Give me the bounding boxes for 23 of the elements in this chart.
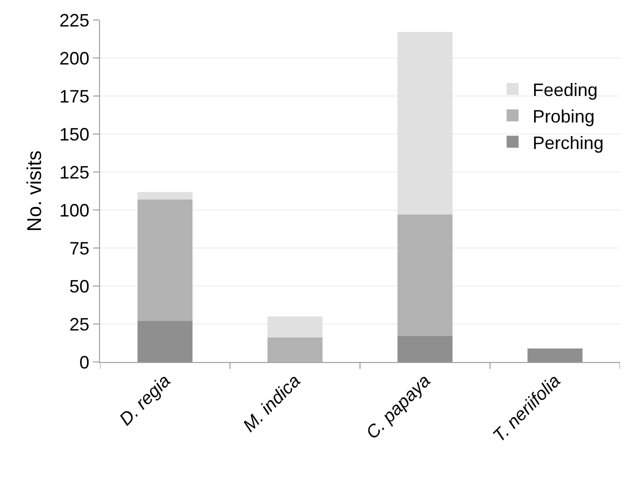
- bar: [268, 338, 322, 362]
- y-tick-label: 175: [59, 86, 90, 106]
- y-tick-label: 200: [59, 48, 90, 68]
- legend-label: Feeding: [532, 80, 598, 100]
- bar: [398, 336, 452, 362]
- bar: [528, 348, 582, 362]
- y-tick-label: 100: [59, 200, 90, 220]
- bar: [138, 192, 192, 200]
- bar: [398, 32, 452, 215]
- y-tick-label: 50: [69, 276, 90, 296]
- y-tick-label: 0: [79, 352, 90, 372]
- y-tick-label: 150: [59, 124, 90, 144]
- legend-label: Perching: [532, 132, 604, 153]
- y-tick-label: 25: [69, 314, 90, 334]
- legend-label: Probing: [532, 106, 595, 126]
- y-tick-label: 225: [59, 10, 90, 30]
- bar: [138, 320, 192, 362]
- y-tick-label: 75: [69, 238, 90, 258]
- bar: [398, 214, 452, 336]
- y-axis-title: No. visits: [24, 150, 46, 232]
- y-tick-label: 125: [59, 162, 90, 182]
- bar: [138, 199, 192, 321]
- bar: [268, 316, 322, 338]
